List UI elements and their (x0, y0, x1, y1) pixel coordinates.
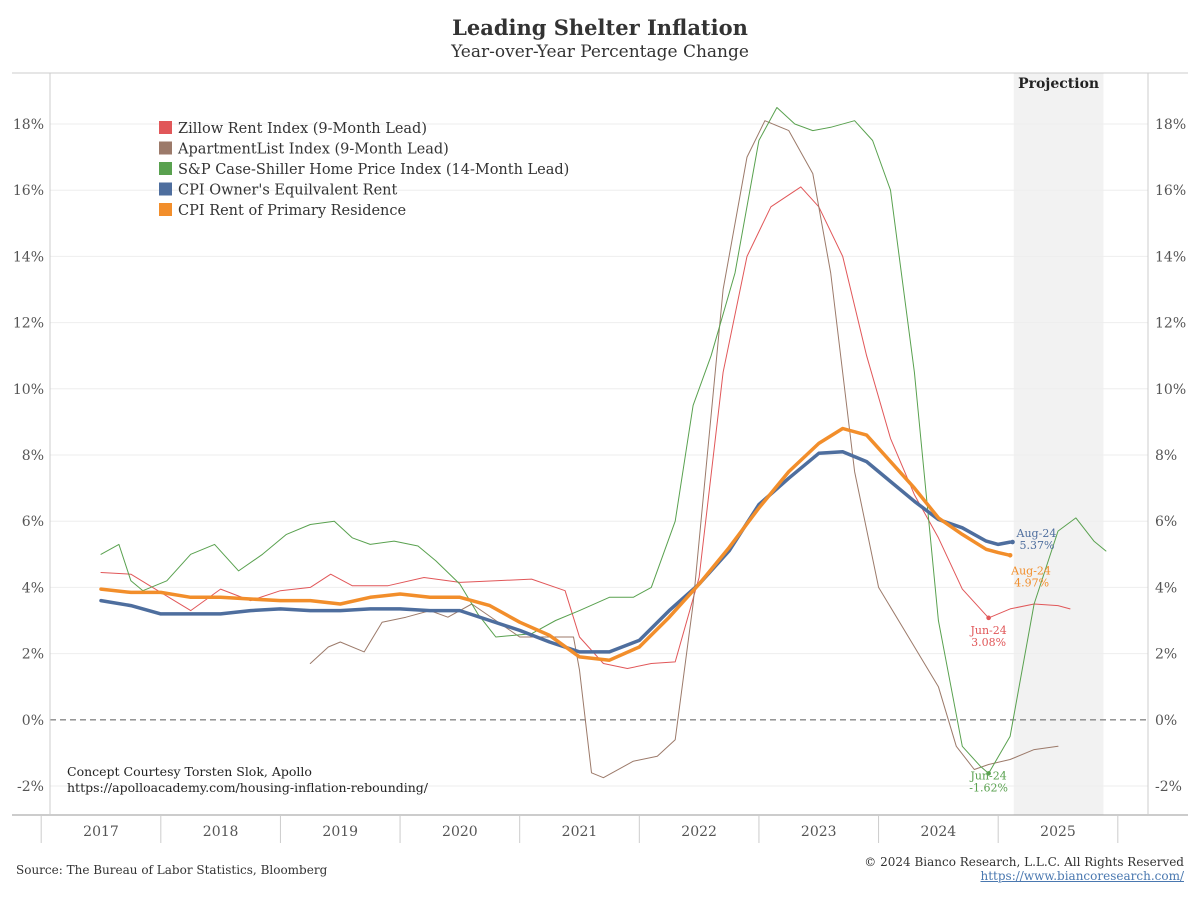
x-tick-label: 2022 (681, 824, 717, 840)
y-tick-label-right: 12% (1155, 316, 1186, 332)
concept-url: https://apolloacademy.com/housing-inflat… (67, 780, 429, 795)
legend-swatch (159, 121, 172, 134)
website-link[interactable]: https://www.biancoresearch.com/ (980, 869, 1184, 883)
y-tick-label-left: 2% (22, 647, 44, 663)
y-tick-label-right: 6% (1155, 514, 1177, 530)
annotation-marker (1010, 539, 1015, 545)
y-tick-label-right: 0% (1155, 713, 1177, 729)
legend-label: ApartmentList Index (9-Month Lead) (177, 142, 449, 158)
annotation-date: Aug-24 (1016, 527, 1057, 540)
legend-swatch (159, 182, 172, 196)
y-tick-label-left: 6% (22, 514, 44, 530)
legend-label: CPI Rent of Primary Residence (178, 203, 406, 219)
x-tick-label: 2020 (442, 824, 478, 840)
annotation-value: 5.37% (1020, 539, 1055, 552)
y-tick-label-left: 18% (13, 117, 44, 133)
x-tick-label: 2019 (322, 824, 358, 840)
annotation-value: -1.62% (969, 781, 1008, 794)
series-line-0 (100, 186, 1071, 669)
projection-band (1013, 73, 1104, 815)
series-line-3 (99, 449, 1012, 654)
y-tick-label-left: 4% (22, 580, 44, 596)
y-tick-label-left: 16% (13, 183, 44, 199)
legend-swatch (159, 162, 172, 175)
annotation-date: Jun-24 (969, 769, 1006, 782)
annotation-value: 3.08% (971, 636, 1006, 649)
y-tick-label-right: 10% (1155, 382, 1186, 398)
legend-label: S&P Case-Shiller Home Price Index (14-Mo… (178, 162, 569, 178)
y-tick-label-left: 12% (13, 316, 44, 332)
y-tick-label-left: 8% (22, 448, 44, 464)
copyright-text: © 2024 Bianco Research, L.L.C. All Right… (864, 855, 1184, 869)
series-line-4 (99, 426, 1012, 662)
y-tick-label-right: 8% (1155, 448, 1177, 464)
annotation-date: Jun-24 (969, 624, 1006, 637)
annotation-marker (986, 771, 991, 776)
legend-swatch (159, 203, 172, 216)
x-tick-label: 2023 (801, 824, 837, 840)
annotation-marker (1007, 552, 1013, 558)
y-tick-label-right: 4% (1155, 580, 1177, 596)
copyright-block: © 2024 Bianco Research, L.L.C. All Right… (864, 855, 1184, 883)
concept-note: Concept Courtesy Torsten Slok, Apollo (67, 764, 312, 779)
chart-title: Leading Shelter Inflation (452, 15, 748, 40)
y-tick-label-right: -2% (1155, 779, 1182, 795)
x-tick-label: 2025 (1040, 824, 1076, 840)
x-tick-label: 2021 (562, 824, 598, 840)
annotation-value: 4.97% (1014, 576, 1049, 589)
annotation-marker (986, 615, 991, 621)
series-line-2 (100, 107, 1107, 774)
annotation-date: Aug-24 (1010, 564, 1051, 577)
legend-label: Zillow Rent Index (9-Month Lead) (178, 121, 427, 137)
y-tick-label-right: 18% (1155, 117, 1186, 133)
x-tick-label: 2024 (921, 824, 957, 840)
y-tick-label-right: 14% (1155, 249, 1186, 265)
legend-swatch (159, 141, 172, 155)
x-tick-label: 2018 (203, 824, 239, 840)
chart-subtitle: Year-over-Year Percentage Change (451, 42, 749, 62)
legend-label: CPI Owner's Equilvalent Rent (178, 183, 398, 199)
y-tick-label-left: 10% (13, 382, 44, 398)
x-tick-label: 2017 (83, 824, 119, 840)
y-tick-label-left: 14% (13, 249, 44, 265)
y-tick-label-right: 16% (1155, 183, 1186, 199)
y-tick-label-right: 2% (1155, 647, 1177, 663)
series-line-1 (309, 120, 1059, 779)
projection-label: Projection (1018, 76, 1099, 92)
y-tick-label-left: 0% (22, 713, 44, 729)
y-tick-label-left: -2% (17, 779, 44, 795)
source-note: Source: The Bureau of Labor Statistics, … (16, 863, 328, 877)
